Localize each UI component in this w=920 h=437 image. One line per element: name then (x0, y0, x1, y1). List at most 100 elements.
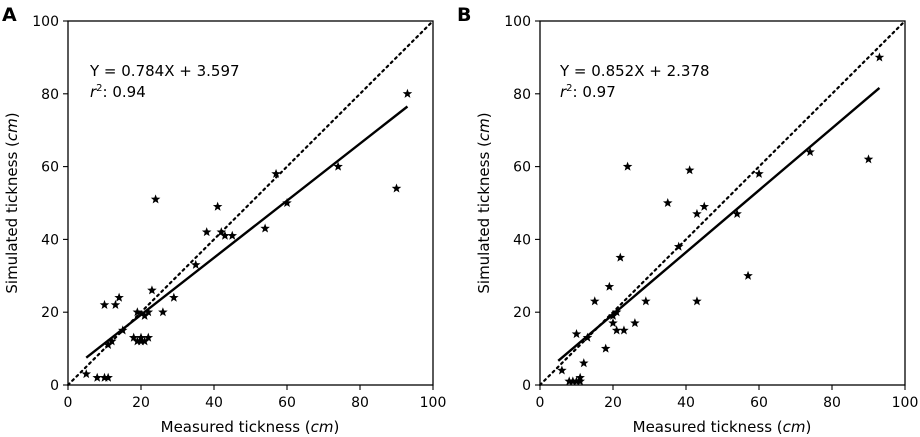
data-point (139, 336, 150, 346)
data-point (271, 168, 281, 178)
data-point (220, 230, 230, 240)
y-tick-label: 60 (513, 160, 531, 176)
panel-letter: A (2, 4, 17, 26)
r2-prefix: r (90, 83, 97, 101)
data-point (564, 376, 574, 386)
data-point (402, 88, 413, 98)
y-axis-label-text: Simulated tickness ( (3, 141, 21, 294)
x-axis-label-unit: cm (311, 418, 334, 436)
data-point (169, 292, 179, 302)
x-axis-label: Measured tickness (cm) (633, 418, 812, 436)
data-point (754, 168, 764, 178)
r-squared: r2: 0.97 (560, 83, 616, 101)
x-axis-label: Measured tickness (cm) (161, 418, 340, 436)
data-point (227, 230, 238, 240)
data-point (92, 372, 102, 382)
r2-value: : 0.94 (103, 83, 146, 101)
data-point (589, 296, 600, 306)
fit-line (557, 87, 881, 362)
data-point (582, 332, 593, 342)
data-point (622, 161, 633, 171)
x-tick-label: 0 (536, 395, 545, 411)
x-tick-label: 100 (892, 395, 919, 411)
x-axis-label-unit: cm (783, 418, 806, 436)
x-tick-label: 20 (604, 395, 622, 411)
data-point (128, 332, 139, 342)
y-axis-label: Simulated tickness (cm) (3, 112, 21, 293)
x-axis-label-text: Measured tickness ( (161, 418, 311, 436)
data-point (136, 336, 146, 346)
data-point (743, 270, 753, 280)
y-axis-label-unit: cm (475, 118, 493, 141)
data-point (391, 183, 402, 193)
data-point (110, 299, 121, 309)
y-axis-label-close: ) (3, 112, 21, 118)
x-tick-label: 60 (750, 395, 768, 411)
data-point (732, 208, 742, 218)
data-point (692, 296, 702, 306)
data-point (139, 310, 150, 320)
data-point (611, 325, 622, 335)
data-point (117, 325, 128, 335)
data-point (615, 252, 626, 262)
data-point (158, 307, 168, 317)
y-tick-label: 40 (41, 232, 59, 248)
data-point (692, 208, 702, 218)
y-tick-label: 100 (504, 14, 531, 30)
data-point (103, 339, 113, 350)
x-tick-label: 40 (205, 395, 223, 411)
y-axis-label-close: ) (475, 112, 493, 118)
y-tick-label: 20 (513, 305, 531, 321)
x-tick-label: 80 (823, 395, 841, 411)
data-point (684, 165, 695, 175)
ticks: 0 20 40 60 80 100 0 20 40 60 80 100 (32, 14, 446, 411)
y-tick-label: 100 (32, 14, 59, 30)
data-point (107, 336, 117, 346)
data-point (699, 201, 710, 211)
r-squared: r2: 0.94 (90, 83, 146, 101)
y-tick-label: 20 (41, 305, 59, 321)
data-point (662, 198, 673, 208)
data-point (608, 310, 618, 320)
data-point (190, 259, 201, 269)
data-point (571, 329, 582, 339)
plot-frame (67, 20, 434, 386)
panel-a: A 0 20 40 60 80 100 0 20 40 60 80 100 Y = 0.784X + … (2, 4, 446, 436)
data-point (611, 307, 622, 317)
r2-sup: 2 (96, 83, 102, 94)
data-point (604, 281, 615, 291)
y-tick-label: 0 (522, 378, 531, 394)
x-tick-label: 20 (132, 395, 150, 411)
data-point (575, 376, 585, 386)
data-point (863, 154, 874, 164)
data-point (641, 296, 651, 306)
plot-frame (539, 20, 906, 386)
data-point (212, 201, 223, 211)
y-axis-label-text: Simulated tickness ( (475, 141, 493, 294)
y-tick-label: 40 (513, 232, 531, 248)
y-tick-label: 80 (513, 87, 531, 103)
data-point (147, 285, 157, 295)
data-point (143, 332, 154, 342)
data-point (579, 358, 589, 368)
data-point (630, 318, 640, 328)
x-axis-label-text: Measured tickness ( (633, 418, 783, 436)
data-point (132, 307, 143, 317)
data-points (81, 88, 413, 382)
data-point (557, 365, 567, 375)
y-axis-label: Simulated tickness (cm) (475, 112, 493, 293)
y-tick-label: 60 (41, 160, 59, 176)
data-point (201, 227, 212, 237)
r2-sup: 2 (566, 83, 572, 94)
r2-value: : 0.97 (573, 83, 616, 101)
r2-prefix: r (560, 83, 567, 101)
data-points (557, 52, 885, 386)
panel-letter: B (457, 4, 471, 26)
x-tick-label: 60 (278, 395, 296, 411)
data-point (99, 299, 110, 309)
data-point (673, 241, 684, 251)
y-axis-label-unit: cm (3, 118, 21, 141)
data-point (600, 343, 611, 353)
data-point (150, 194, 161, 204)
